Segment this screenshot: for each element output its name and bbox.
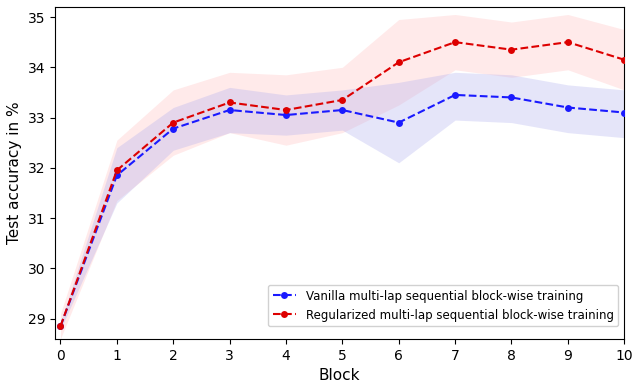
Vanilla multi-lap sequential block-wise training bbox=[170, 126, 177, 131]
Regularized multi-lap sequential block-wise training bbox=[113, 168, 121, 173]
Vanilla multi-lap sequential block-wise training bbox=[564, 105, 572, 110]
Vanilla multi-lap sequential block-wise training bbox=[395, 120, 403, 125]
Regularized multi-lap sequential block-wise training bbox=[282, 108, 290, 112]
Vanilla multi-lap sequential block-wise training bbox=[57, 324, 65, 328]
Regularized multi-lap sequential block-wise training bbox=[620, 57, 628, 62]
Regularized multi-lap sequential block-wise training bbox=[170, 120, 177, 125]
Vanilla multi-lap sequential block-wise training bbox=[451, 92, 459, 97]
Line: Vanilla multi-lap sequential block-wise training: Vanilla multi-lap sequential block-wise … bbox=[57, 92, 628, 330]
Vanilla multi-lap sequential block-wise training bbox=[620, 110, 628, 115]
Vanilla multi-lap sequential block-wise training bbox=[339, 108, 346, 112]
Line: Regularized multi-lap sequential block-wise training: Regularized multi-lap sequential block-w… bbox=[57, 39, 628, 330]
Regularized multi-lap sequential block-wise training bbox=[339, 98, 346, 102]
Vanilla multi-lap sequential block-wise training bbox=[508, 95, 515, 100]
Vanilla multi-lap sequential block-wise training bbox=[226, 108, 234, 112]
Regularized multi-lap sequential block-wise training bbox=[395, 60, 403, 65]
Regularized multi-lap sequential block-wise training bbox=[451, 40, 459, 44]
X-axis label: Block: Block bbox=[319, 368, 360, 383]
Regularized multi-lap sequential block-wise training bbox=[57, 324, 65, 328]
Legend: Vanilla multi-lap sequential block-wise training, Regularized multi-lap sequenti: Vanilla multi-lap sequential block-wise … bbox=[268, 285, 618, 326]
Vanilla multi-lap sequential block-wise training bbox=[113, 173, 121, 178]
Regularized multi-lap sequential block-wise training bbox=[508, 47, 515, 52]
Regularized multi-lap sequential block-wise training bbox=[564, 40, 572, 44]
Y-axis label: Test accuracy in %: Test accuracy in % bbox=[7, 101, 22, 244]
Regularized multi-lap sequential block-wise training bbox=[226, 100, 234, 105]
Vanilla multi-lap sequential block-wise training bbox=[282, 113, 290, 117]
